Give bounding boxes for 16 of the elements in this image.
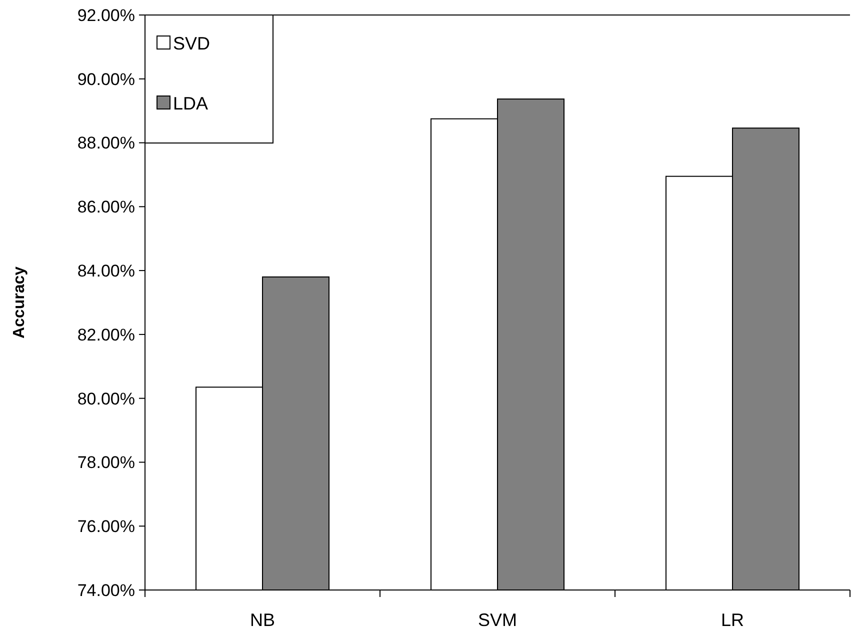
y-tick-label: 84.00% bbox=[77, 262, 135, 281]
x-tick-label: LR bbox=[720, 610, 744, 630]
y-tick-label: 78.00% bbox=[77, 453, 135, 472]
y-tick-label: 88.00% bbox=[77, 134, 135, 153]
y-tick-label: 86.00% bbox=[77, 198, 135, 217]
legend-label: LDA bbox=[173, 93, 208, 114]
y-tick-label: 90.00% bbox=[77, 70, 135, 89]
y-tick-label: 80.00% bbox=[77, 389, 135, 408]
x-tick-label: NB bbox=[250, 610, 276, 630]
y-tick-label: 76.00% bbox=[77, 517, 135, 536]
y-axis-title: Accuracy bbox=[11, 266, 28, 339]
legend-label: SVD bbox=[173, 33, 210, 54]
y-tick-label: 74.00% bbox=[77, 580, 135, 600]
y-tick-label: 92.00% bbox=[77, 6, 135, 25]
y-tick-label: 82.00% bbox=[77, 325, 135, 344]
x-tick-label: SVM bbox=[478, 610, 518, 630]
